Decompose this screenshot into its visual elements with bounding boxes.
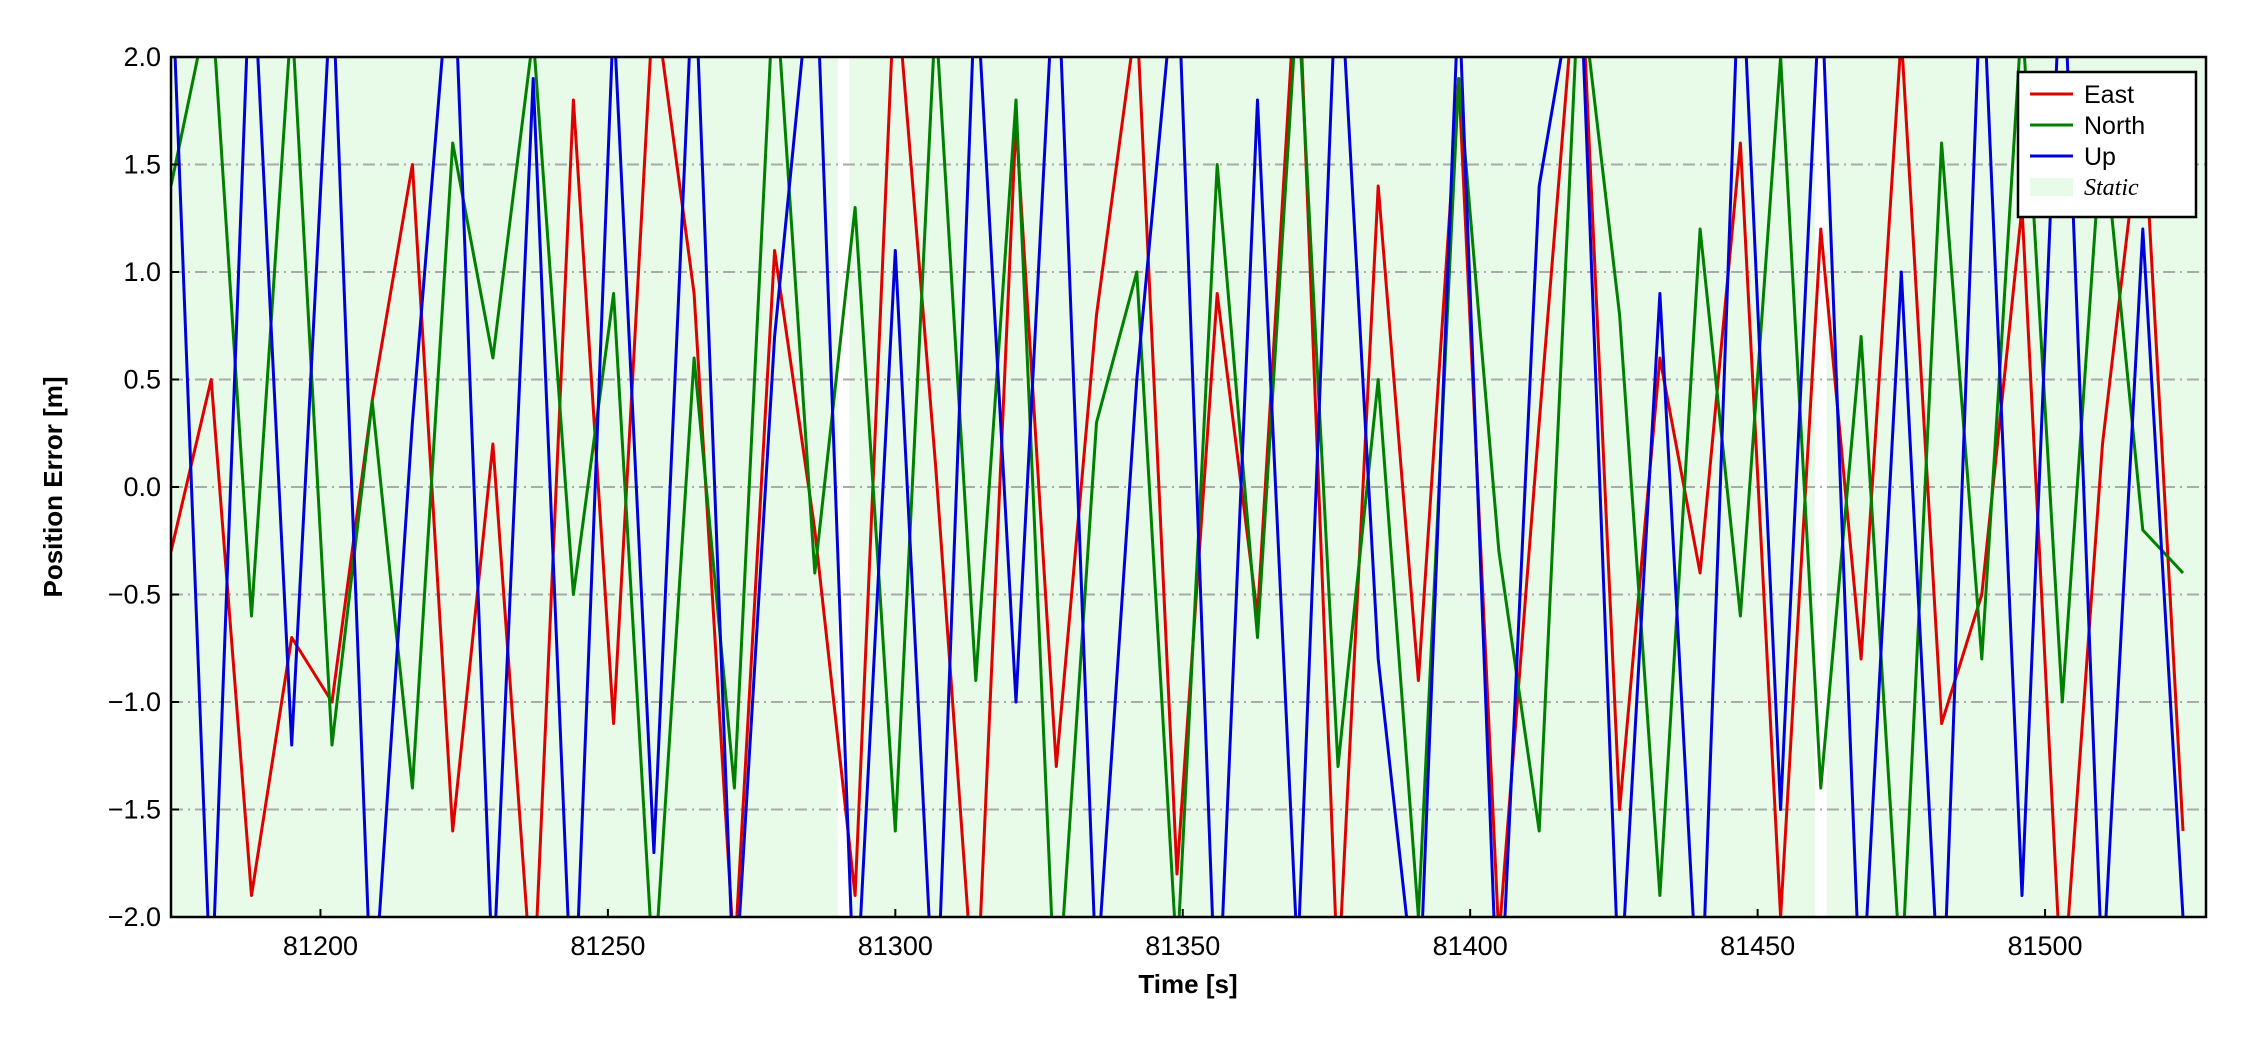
plot-frame bbox=[169, 55, 2208, 919]
x-tick-label: 81400 bbox=[1433, 931, 1508, 961]
series-line bbox=[173, 57, 2185, 917]
legend-box bbox=[2016, 70, 2198, 219]
y-tick-label: 1.0 bbox=[123, 257, 161, 287]
y-tick-label: 0.5 bbox=[123, 365, 161, 395]
y-tick-label: 0.0 bbox=[123, 472, 161, 502]
x-axis-label: Time [s] bbox=[1138, 969, 1237, 999]
x-tick-label: 81350 bbox=[1145, 931, 1220, 961]
series-line bbox=[171, 57, 2185, 917]
x-tick-label: 81500 bbox=[2007, 931, 2082, 961]
y-tick-label: −1.0 bbox=[108, 687, 161, 717]
y-tick-label: −1.5 bbox=[108, 795, 161, 825]
legend-label: Static bbox=[2084, 175, 2139, 201]
plot-area bbox=[171, 57, 2206, 917]
x-tick-label: 81450 bbox=[1720, 931, 1795, 961]
series-line bbox=[171, 57, 2185, 917]
legend-label: East bbox=[2084, 81, 2134, 109]
legend-label: Up bbox=[2084, 143, 2116, 171]
y-tick-label: −2.0 bbox=[108, 902, 161, 932]
x-tick-label: 81250 bbox=[570, 931, 645, 961]
y-axis-label: Position Error [m] bbox=[38, 376, 68, 597]
y-tick-label: 2.0 bbox=[123, 42, 161, 72]
x-tick-label: 81200 bbox=[283, 931, 358, 961]
legend-swatch bbox=[2030, 178, 2073, 196]
x-tick-label: 81300 bbox=[858, 931, 933, 961]
y-tick-label: 1.5 bbox=[123, 150, 161, 180]
y-tick-label: −0.5 bbox=[108, 580, 161, 610]
legend-label: North bbox=[2084, 112, 2145, 140]
